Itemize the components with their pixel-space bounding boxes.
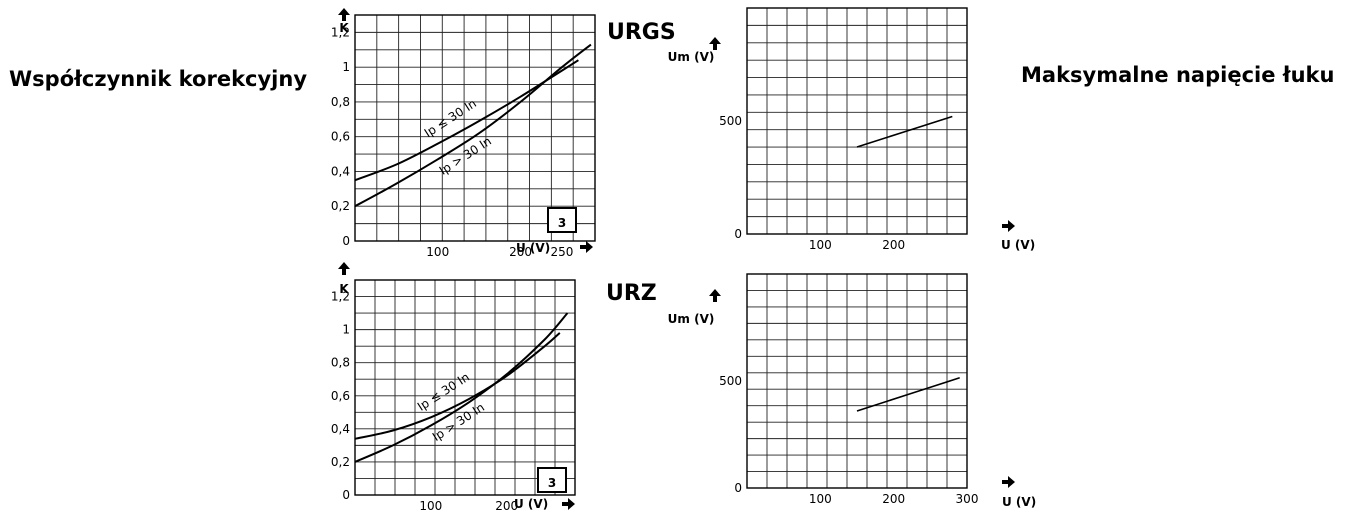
plot-frame bbox=[746, 273, 968, 489]
badge-label: 3 bbox=[548, 476, 556, 490]
y-axis-arrow-icon bbox=[338, 262, 350, 275]
series-label: Ip ≤ 30 In bbox=[415, 370, 472, 414]
x-tick-label: 200 bbox=[509, 245, 532, 259]
series-line bbox=[354, 43, 592, 208]
y-tick-label: 1 bbox=[342, 60, 350, 74]
y-tick-label: 0,6 bbox=[331, 130, 350, 144]
y-axis-label: K bbox=[339, 282, 349, 296]
y-tick-label: 1,2 bbox=[331, 25, 350, 39]
x-tick-label: 250 bbox=[550, 245, 573, 259]
x-tick-label: 200 bbox=[882, 238, 905, 252]
x-tick-label: 200 bbox=[882, 492, 905, 506]
y-tick-label: 0,8 bbox=[331, 356, 350, 370]
x-axis-arrow-icon bbox=[1002, 220, 1015, 232]
y-tick-label: 0,6 bbox=[331, 389, 350, 403]
y-tick-label: 0,8 bbox=[331, 95, 350, 109]
y-tick-label: 0,2 bbox=[331, 199, 350, 213]
y-axis-arrow-icon bbox=[338, 8, 350, 21]
y-tick-label: 0,4 bbox=[331, 422, 350, 436]
y-tick-label: 0 bbox=[734, 227, 742, 241]
series-label: Ip ≤ 30 In bbox=[422, 96, 479, 140]
y-tick-label: 0 bbox=[734, 481, 742, 495]
y-axis-label: K bbox=[339, 21, 349, 35]
badge-frame bbox=[547, 207, 577, 233]
series-line bbox=[856, 377, 960, 412]
plot-frame bbox=[746, 7, 968, 235]
section-title-urgs: URGS bbox=[607, 20, 676, 45]
y-axis-arrow-icon bbox=[709, 37, 721, 50]
plot-frame bbox=[354, 279, 576, 496]
y-tick-label: 1 bbox=[342, 323, 350, 337]
x-tick-label: 100 bbox=[426, 245, 449, 259]
y-tick-label: 0 bbox=[342, 488, 350, 502]
x-axis-arrow-icon bbox=[580, 241, 593, 253]
series-line bbox=[354, 332, 561, 440]
x-axis-arrow-icon bbox=[562, 498, 575, 510]
x-tick-label: 100 bbox=[419, 499, 442, 513]
grid bbox=[746, 7, 968, 235]
x-tick-label: 100 bbox=[809, 492, 832, 506]
figure-number-badge: 3 bbox=[537, 467, 567, 493]
chart-um-urz: 0 500 100 200 300 Um (V) U (V) bbox=[668, 273, 1036, 509]
y-tick-label: 0,4 bbox=[331, 164, 350, 178]
badge-frame bbox=[537, 467, 567, 493]
x-tick-label: 300 bbox=[956, 492, 979, 506]
x-axis-label: U (V) bbox=[1001, 238, 1035, 252]
y-axis-arrow-icon bbox=[709, 289, 721, 302]
plot-frame bbox=[354, 14, 596, 242]
badge-label: 3 bbox=[558, 216, 566, 230]
x-axis-label: U (V) bbox=[1002, 495, 1036, 509]
y-tick-label: 500 bbox=[719, 114, 742, 128]
figure-number-badge: 3 bbox=[547, 207, 577, 233]
y-axis-label: Um (V) bbox=[668, 50, 715, 64]
correction-factor-label: Współczynnik korekcyjny bbox=[9, 67, 308, 91]
y-tick-label: 0,2 bbox=[331, 455, 350, 469]
max-arc-voltage-label: Maksymalne napięcie łuku bbox=[1021, 63, 1335, 87]
chart-um-urgs: 0 500 100 200 Um (V) U (V) bbox=[668, 7, 1035, 252]
x-tick-label: 100 bbox=[809, 238, 832, 252]
grid bbox=[746, 273, 968, 489]
y-tick-label: 0 bbox=[342, 234, 350, 248]
chart-k-urgs: 0 0,2 0,4 0,6 0,8 1 1,2 100 200 250 K U (V) Ip ≤ 30 … bbox=[331, 8, 596, 259]
y-tick-label: 1,2 bbox=[331, 290, 350, 304]
series-line bbox=[354, 59, 579, 182]
x-axis-arrow-icon bbox=[1002, 476, 1015, 488]
x-axis-label: U (V) bbox=[514, 497, 548, 511]
x-axis-label: U (V) bbox=[516, 241, 550, 255]
y-tick-label: 500 bbox=[719, 374, 742, 388]
section-title-urz: URZ bbox=[606, 281, 657, 306]
series-line bbox=[856, 115, 953, 148]
series-line bbox=[354, 312, 569, 463]
y-axis-label: Um (V) bbox=[668, 312, 715, 326]
x-tick-label: 200 bbox=[495, 499, 518, 513]
grid bbox=[354, 279, 576, 496]
